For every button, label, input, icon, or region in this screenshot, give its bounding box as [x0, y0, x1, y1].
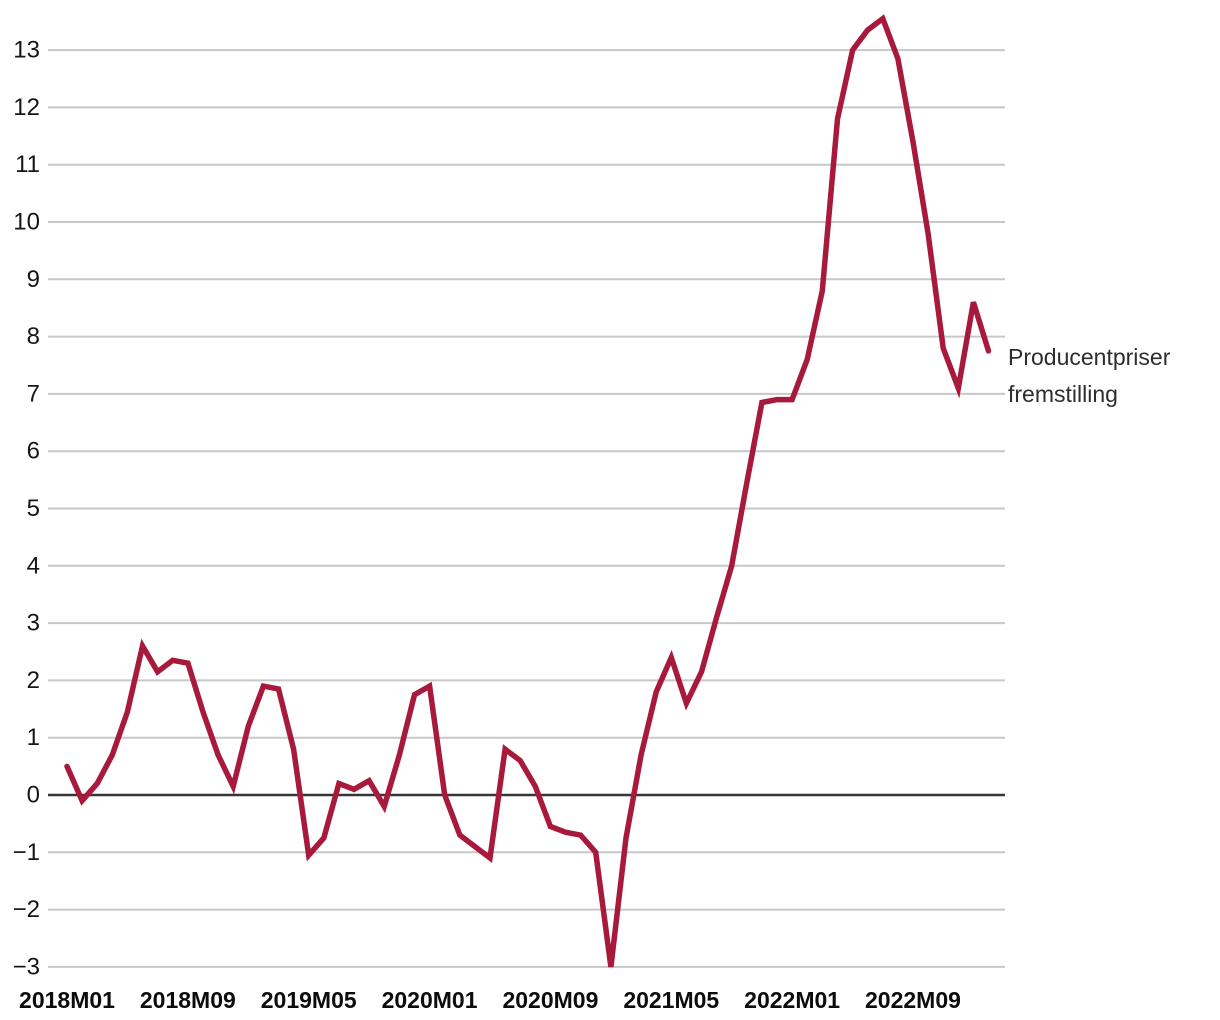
y-tick-label: 0: [27, 782, 40, 809]
y-tick-label: 2: [27, 667, 40, 694]
series-line: [64, 14, 992, 968]
x-tick-label: 2020M01: [382, 987, 478, 1013]
y-tick-label: 3: [27, 610, 40, 637]
y-tick-label: 1: [27, 724, 40, 751]
x-tick-label: 2019M05: [261, 987, 357, 1013]
y-tick-label: 5: [27, 495, 40, 522]
y-tick-label: 4: [27, 552, 40, 579]
y-tick-label: −3: [13, 953, 40, 980]
y-tick-label: 11: [15, 151, 40, 178]
x-tick-label: 2022M09: [865, 987, 961, 1013]
y-tick-label: −2: [13, 896, 40, 923]
y-tick-label: 8: [27, 323, 40, 350]
y-tick-label: −1: [13, 839, 40, 866]
series-label: Producentpriser fremstilling: [1008, 344, 1171, 407]
y-tick-label: 6: [27, 438, 40, 465]
x-tick-label: 2018M01: [19, 987, 115, 1013]
y-tick-label: 9: [27, 266, 40, 293]
x-tick-label: 2018M09: [140, 987, 236, 1013]
y-tick-label: 10: [13, 209, 40, 236]
x-tick-label: 2021M05: [623, 987, 719, 1013]
y-tick-label: 13: [13, 37, 40, 64]
x-tick-label: 2022M01: [744, 987, 840, 1013]
x-tick-label: 2020M09: [502, 987, 598, 1013]
y-tick-label: 12: [13, 94, 40, 121]
y-tick-label: 7: [27, 380, 40, 407]
